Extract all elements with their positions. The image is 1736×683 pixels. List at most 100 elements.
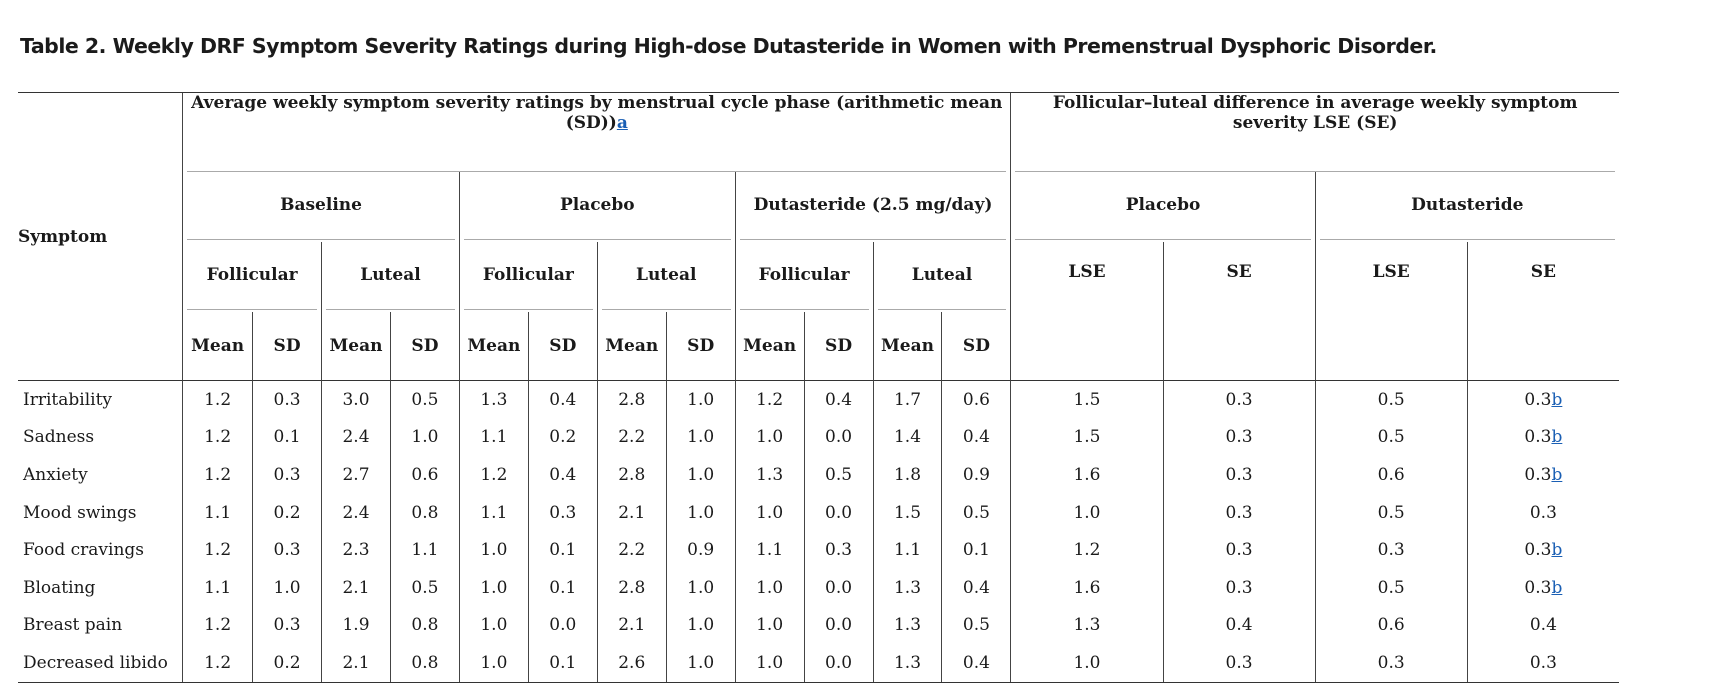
cell-value: 1.0 (480, 615, 508, 636)
cell-value: 0.2 (273, 502, 301, 523)
table-cell: 1.5 (1010, 380, 1163, 419)
cell-value: 1.2 (204, 615, 232, 636)
footnote-b-link[interactable]: b (1551, 427, 1563, 448)
header-row-conditions: Baseline Placebo Dutasteride (2.5 mg/day… (18, 172, 1619, 242)
cell-value: 0.0 (825, 577, 853, 598)
table-cell: 1.3 (1010, 606, 1162, 645)
table-cell: 0.6 (389, 456, 459, 494)
cell-value: 2.4 (342, 502, 370, 523)
table-cell: 1.3 (872, 644, 942, 682)
average-ratings-header: Average weekly symptom severity ratings … (183, 93, 1010, 172)
cell-value: 0.6 (1377, 615, 1405, 636)
table-cell: 0.0 (803, 606, 873, 645)
table-cell: 0.3 (252, 380, 322, 419)
symptom-name: Breast pain (18, 606, 184, 645)
cell-value: 0.3 (1524, 464, 1552, 485)
cell-value: 1.1 (480, 427, 508, 448)
cell-value: 0.3 (1524, 577, 1552, 598)
table-cell: 1.0 (458, 644, 528, 682)
cell-value: 3.0 (342, 389, 370, 410)
footnote-b-link[interactable]: b (1551, 389, 1563, 410)
cell-value: 1.1 (204, 502, 232, 523)
cell-value: 1.0 (687, 389, 715, 410)
table-row: Anxiety 1.2 0.3 2.7 0.6 1.2 0.4 2.8 1.0 1.3 0.5 1.8… (18, 456, 1619, 494)
cell-value: 1.0 (687, 464, 715, 485)
cell-value: 1.2 (1073, 540, 1101, 561)
cell-value: 2.1 (342, 577, 370, 598)
cell-value: 0.5 (1377, 502, 1405, 523)
cell-value: 0.0 (825, 427, 853, 448)
cell-value: 1.1 (480, 502, 508, 523)
cell-value: 1.9 (342, 615, 370, 636)
table-cell: 0.5 (1314, 418, 1467, 457)
sd-header: SD (527, 312, 597, 380)
table-row: Bloating 1.1 1.0 2.1 0.5 1.0 0.1 2.8 1.0 1.0 0.0 1.… (18, 568, 1619, 607)
table-cell: 2.3 (321, 531, 390, 569)
cell-value: 1.5 (1073, 427, 1101, 448)
cell-value: 1.0 (756, 427, 784, 448)
cell-value: 1.0 (687, 615, 715, 636)
cell-value: 1.0 (411, 427, 439, 448)
table-cell: 1.2 (183, 419, 252, 457)
table-cell: 1.1 (183, 494, 252, 532)
table-cell: 0.1 (527, 531, 597, 569)
table-cell: 0.5 (803, 456, 873, 494)
table-cell: 1.0 (1010, 644, 1162, 682)
cell-value: 1.1 (756, 540, 784, 561)
baseline-follicular-header: Follicular (183, 242, 321, 312)
dutasteride-lse-header: LSE (1314, 242, 1467, 380)
table-cell: 1.0 (458, 531, 528, 569)
cell-value: 0.4 (1529, 615, 1557, 636)
cell-value: 0.5 (411, 577, 439, 598)
table-cell: 1.0 (734, 418, 804, 457)
mean-header: Mean (734, 312, 804, 380)
cell-value: 0.1 (549, 540, 577, 561)
symptom-name: Mood swings (18, 493, 184, 532)
table-cell: 1.2 (734, 380, 804, 419)
footnote-b-link[interactable]: b (1551, 540, 1563, 561)
dutasteride-difference-header: Dutasteride (1314, 172, 1619, 242)
footnote-a-link[interactable]: a (616, 113, 628, 133)
cell-value: 1.3 (893, 577, 922, 598)
table-cell: 1.8 (872, 456, 942, 494)
table-cell: 0.3b (1466, 568, 1619, 607)
table-cell: 1.0 (665, 456, 735, 494)
cell-value: 0.3 (1225, 502, 1253, 523)
cell-value: 2.8 (618, 464, 646, 485)
table-cell: 0.1 (941, 531, 1010, 569)
cell-value: 0.3 (273, 389, 301, 410)
cell-value: 1.6 (1073, 464, 1101, 485)
cell-value: 1.2 (204, 540, 232, 561)
table-body: Irritability 1.2 0.3 3.0 0.5 1.3 0.4 2.8 1.0 1.2 0… (18, 380, 1619, 682)
table-cell: 0.4 (941, 418, 1010, 457)
table-cell: 1.0 (665, 418, 735, 457)
cell-value: 0.4 (962, 652, 990, 673)
table-cell: 1.0 (1010, 493, 1162, 532)
table-cell: 0.4 (1162, 606, 1315, 645)
header-row-stats: Mean SD Mean SD Mean SD Mean SD Mean SD … (18, 312, 1619, 380)
baseline-header: Baseline (183, 172, 459, 242)
cell-value: 0.9 (962, 464, 990, 485)
table-cell: 0.5 (1314, 493, 1467, 532)
table-cell: 1.0 (665, 493, 735, 532)
footnote-b-link[interactable]: b (1551, 577, 1563, 598)
cell-value: 0.3 (1529, 502, 1557, 523)
cell-value: 1.0 (756, 502, 784, 523)
table-cell: 0.1 (527, 568, 597, 607)
cell-value: 0.2 (273, 652, 301, 673)
cell-value: 0.6 (1377, 464, 1405, 485)
cell-value: 1.2 (204, 652, 232, 673)
cell-value: 1.5 (893, 502, 922, 523)
table-cell: 0.4 (941, 644, 1010, 682)
table-cell: 0.3 (1466, 493, 1619, 532)
footnote-b-link[interactable]: b (1551, 464, 1563, 485)
table-cell: 1.3 (734, 456, 804, 494)
table-cell: 2.2 (596, 418, 666, 457)
table-cell: 0.3 (1162, 568, 1315, 607)
sd-header: SD (252, 312, 321, 380)
table-cell: 1.2 (183, 644, 252, 682)
table-cell: 0.2 (252, 493, 321, 532)
table-cell: 1.1 (183, 569, 252, 607)
cell-value: 1.8 (893, 464, 922, 485)
dutasteride-follicular-header: Follicular (734, 242, 873, 312)
